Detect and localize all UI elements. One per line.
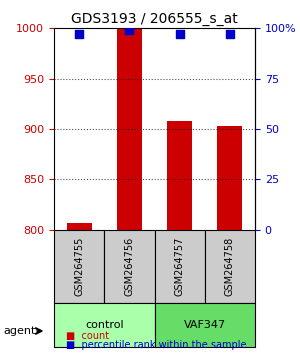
Point xyxy=(127,28,132,33)
FancyBboxPatch shape xyxy=(104,230,154,303)
FancyBboxPatch shape xyxy=(154,230,205,303)
FancyBboxPatch shape xyxy=(54,303,154,347)
Point xyxy=(227,32,232,37)
Text: control: control xyxy=(85,320,124,330)
Bar xyxy=(167,121,192,230)
Text: GSM264756: GSM264756 xyxy=(124,237,134,296)
Text: ■  percentile rank within the sample: ■ percentile rank within the sample xyxy=(66,340,247,350)
Text: agent: agent xyxy=(3,326,35,336)
Point xyxy=(177,32,182,37)
Text: GSM264758: GSM264758 xyxy=(225,237,235,296)
Text: ■  count: ■ count xyxy=(66,331,109,341)
Bar xyxy=(217,126,242,230)
Text: GSM264757: GSM264757 xyxy=(175,237,184,296)
Bar xyxy=(67,223,92,230)
Bar xyxy=(117,29,142,230)
Title: GDS3193 / 206555_s_at: GDS3193 / 206555_s_at xyxy=(71,12,238,26)
Text: GSM264755: GSM264755 xyxy=(74,237,84,296)
FancyBboxPatch shape xyxy=(205,230,255,303)
FancyBboxPatch shape xyxy=(54,230,104,303)
FancyBboxPatch shape xyxy=(154,303,255,347)
Text: VAF347: VAF347 xyxy=(184,320,226,330)
Point xyxy=(77,32,82,37)
